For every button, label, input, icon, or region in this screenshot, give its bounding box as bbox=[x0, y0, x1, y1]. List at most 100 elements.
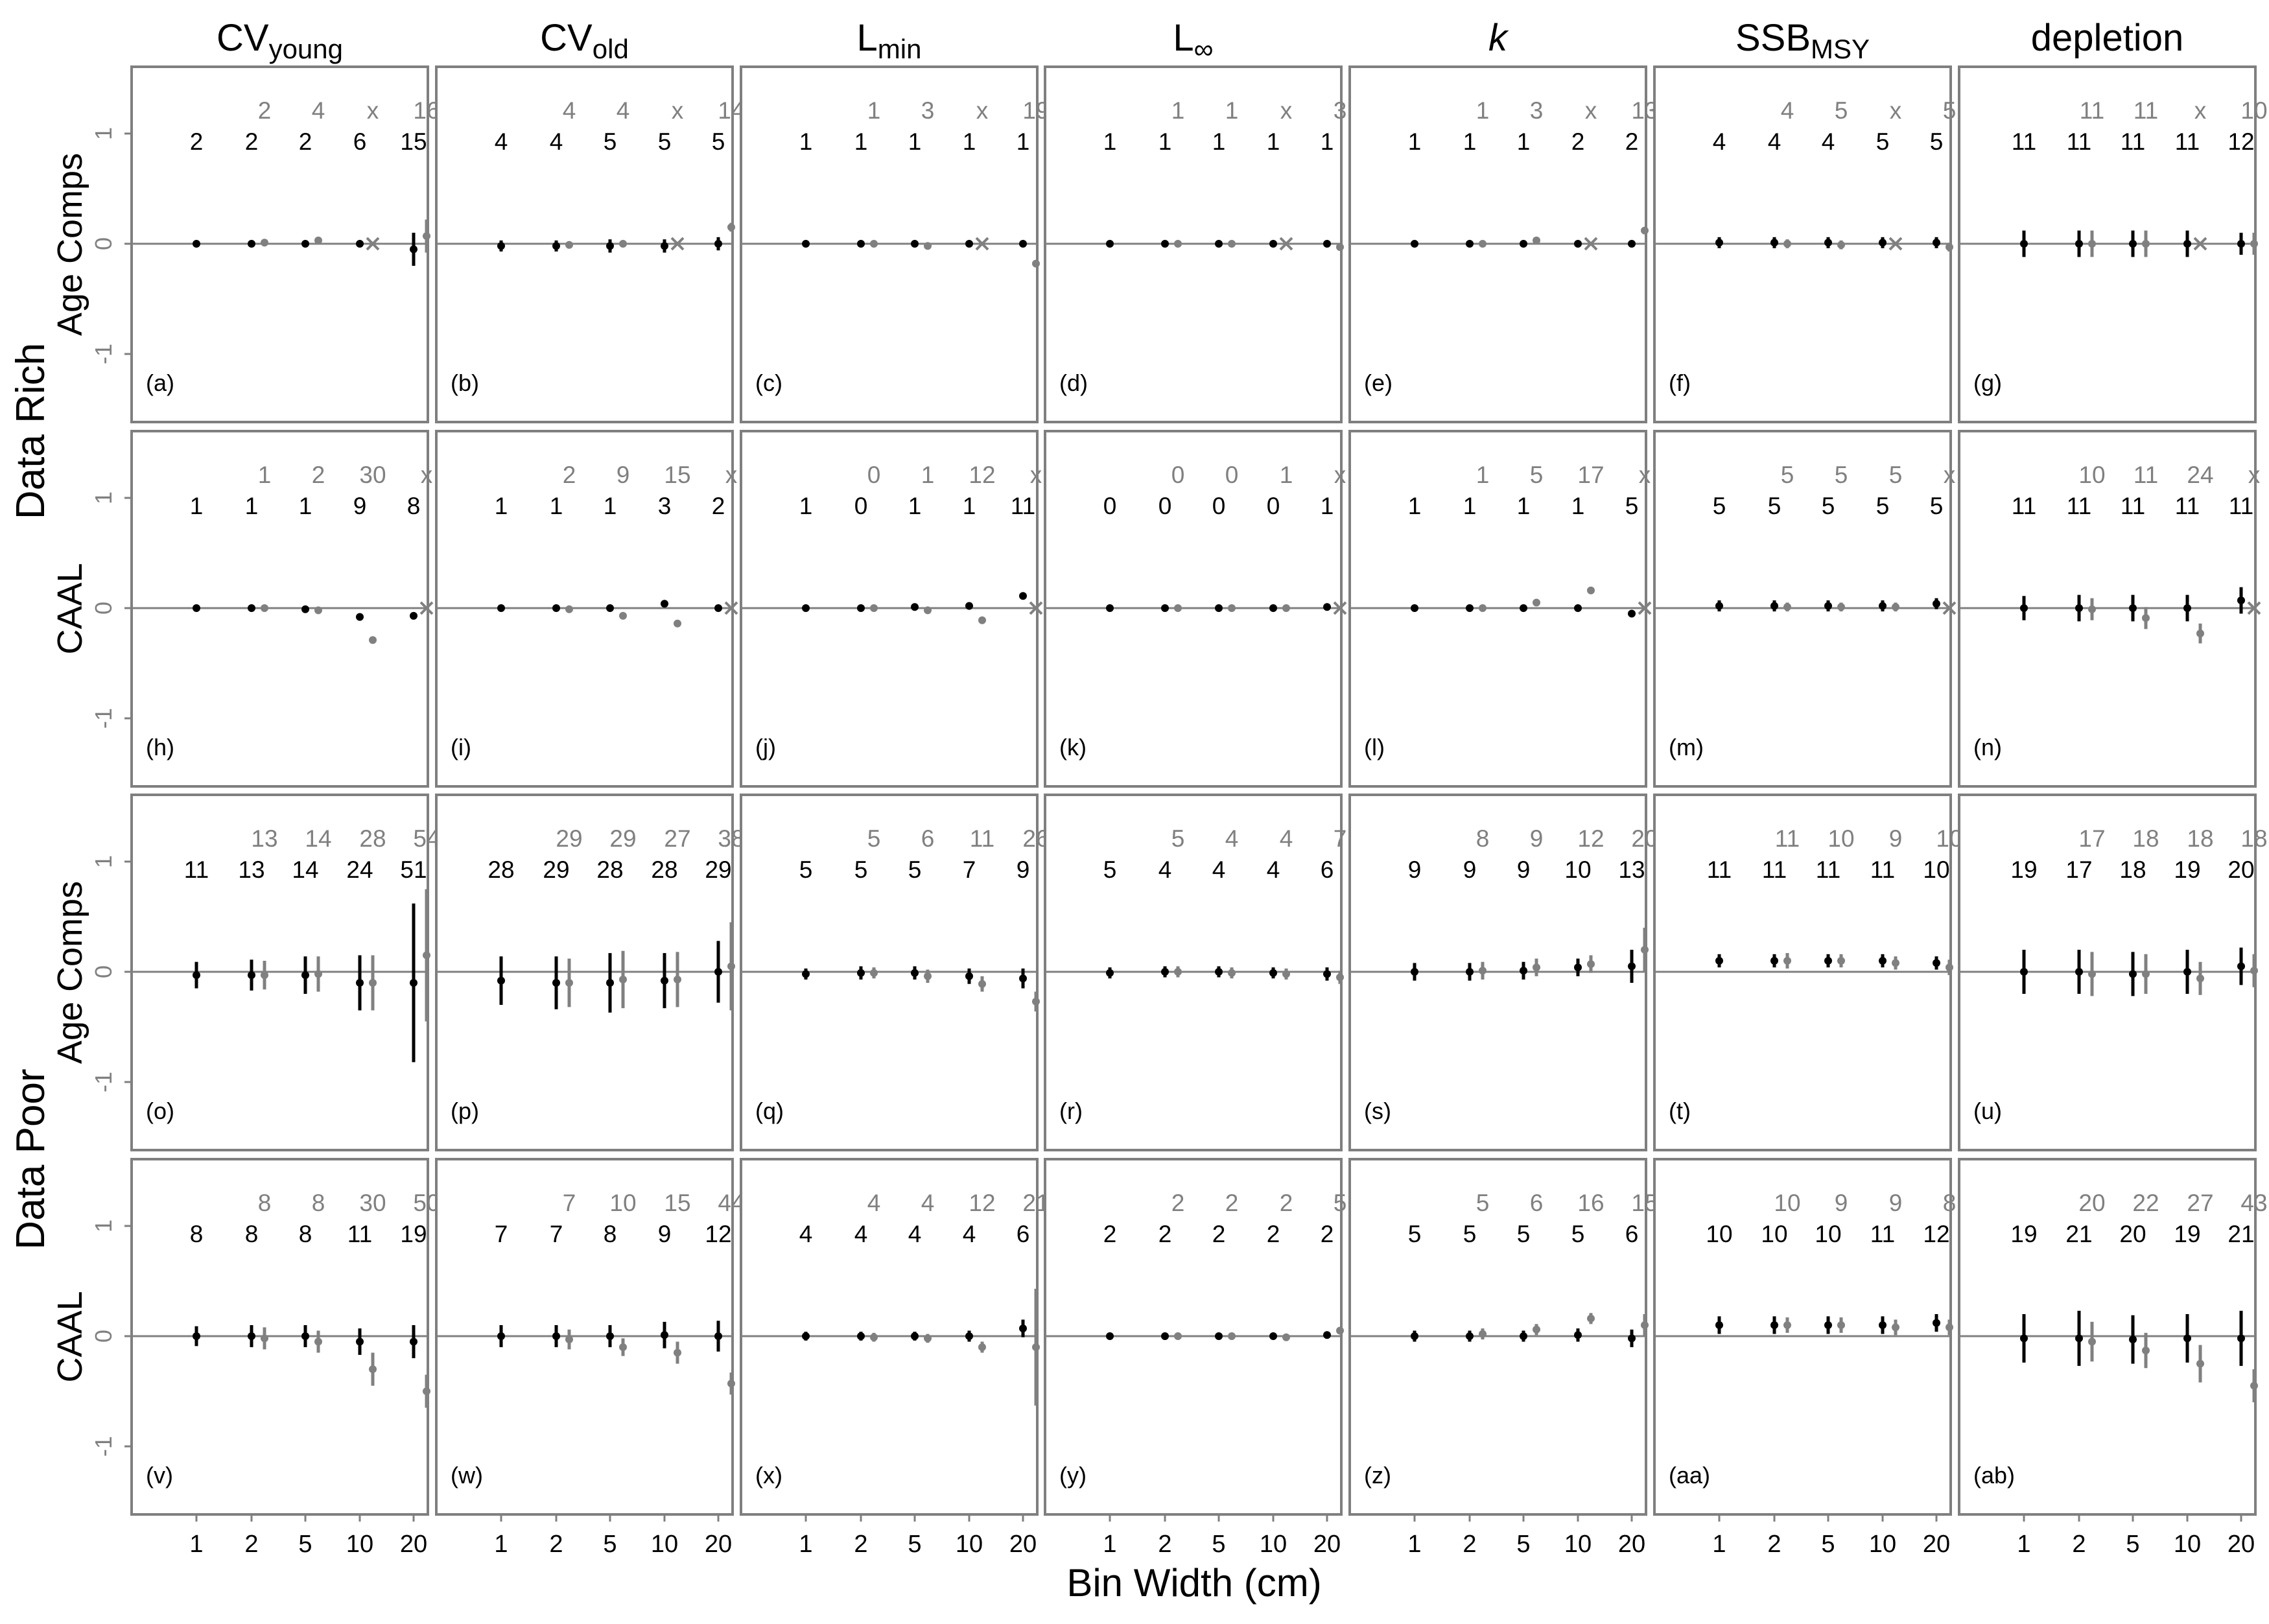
count-label-black: 5 bbox=[1713, 493, 1726, 519]
count-label-gray: 3 bbox=[1334, 97, 1347, 124]
point-black bbox=[661, 600, 668, 608]
count-label-gray: x bbox=[421, 462, 433, 488]
x-tick-label: 20 bbox=[1313, 1531, 1341, 1558]
x-tick-label: 5 bbox=[2126, 1531, 2139, 1558]
x-tick-label: 2 bbox=[854, 1531, 867, 1558]
count-label-black: 1 bbox=[495, 493, 508, 519]
count-label-black: 21 bbox=[2228, 1221, 2254, 1247]
point-gray bbox=[1641, 1321, 1649, 1329]
x-tick-label: 5 bbox=[1821, 1531, 1835, 1558]
y-tick-label: 1 bbox=[90, 491, 117, 504]
panel-label: (a) bbox=[146, 370, 174, 396]
count-label-gray: 4 bbox=[1280, 825, 1293, 852]
count-label-gray: 6 bbox=[1530, 1190, 1544, 1216]
count-label-black: 1 bbox=[190, 493, 204, 519]
count-label-black: 19 bbox=[2010, 856, 2037, 883]
point-gray bbox=[1587, 960, 1595, 969]
point-gray bbox=[1946, 963, 1953, 972]
x-tick-label: 1 bbox=[1407, 1531, 1421, 1558]
count-label-black: 1 bbox=[1158, 128, 1172, 155]
cross-mark bbox=[1333, 601, 1347, 615]
count-label-gray: 29 bbox=[609, 825, 636, 852]
point-gray bbox=[261, 604, 268, 612]
count-label-black: 1 bbox=[799, 128, 813, 155]
column-header: k bbox=[1488, 17, 1509, 59]
count-label-black: 10 bbox=[1564, 856, 1591, 883]
point-black bbox=[1411, 240, 1418, 248]
count-label-gray: 9 bbox=[617, 462, 630, 488]
panel-label: (g) bbox=[1973, 370, 2002, 396]
count-label-gray: 0 bbox=[1225, 462, 1239, 488]
point-gray bbox=[1533, 963, 1540, 972]
y-tick-label: -1 bbox=[90, 1072, 117, 1092]
y-tick-label: 0 bbox=[90, 237, 117, 250]
point-black bbox=[1770, 1321, 1778, 1329]
point-black bbox=[1411, 968, 1418, 976]
count-label-black: 14 bbox=[292, 856, 318, 883]
count-label-black: 4 bbox=[495, 128, 508, 155]
count-label-black: 10 bbox=[1761, 1221, 1787, 1247]
point-gray bbox=[727, 223, 735, 231]
point-black bbox=[2183, 240, 2191, 248]
point-black bbox=[1106, 1332, 1114, 1340]
count-label-gray: 12 bbox=[969, 462, 995, 488]
count-label-black: 7 bbox=[550, 1221, 563, 1247]
point-gray bbox=[1479, 240, 1487, 248]
count-label-black: 1 bbox=[963, 128, 976, 155]
point-black bbox=[2020, 1334, 2028, 1343]
point-black bbox=[1269, 604, 1277, 612]
point-black bbox=[1770, 239, 1778, 247]
group-label: Data Poor bbox=[8, 1068, 53, 1249]
point-black bbox=[1215, 968, 1223, 976]
point-black bbox=[911, 240, 919, 248]
point-gray bbox=[1479, 1330, 1487, 1338]
x-tick-label: 20 bbox=[2228, 1531, 2255, 1558]
point-black bbox=[2129, 240, 2137, 248]
count-label-gray: x bbox=[976, 97, 989, 124]
point-black bbox=[802, 604, 810, 612]
y-tick-label: 1 bbox=[90, 1219, 117, 1232]
count-label-black: 1 bbox=[854, 128, 868, 155]
point-black bbox=[1574, 604, 1582, 612]
panel-label: (f) bbox=[1669, 370, 1691, 396]
count-label-gray: 17 bbox=[1577, 462, 1604, 488]
point-gray bbox=[1032, 1343, 1040, 1351]
count-label-black: 19 bbox=[2010, 1221, 2037, 1247]
cross-mark bbox=[1279, 237, 1293, 251]
cross-mark bbox=[670, 237, 685, 251]
count-label-black: 11 bbox=[2121, 493, 2145, 519]
count-label-black: 5 bbox=[1517, 1221, 1531, 1247]
count-label-gray: 18 bbox=[2240, 825, 2267, 852]
count-label-black: 2 bbox=[712, 493, 725, 519]
panel-label: (e) bbox=[1364, 370, 1393, 396]
point-gray bbox=[1946, 1323, 1953, 1332]
count-label-black: 5 bbox=[604, 128, 617, 155]
count-label-gray: x bbox=[725, 462, 738, 488]
count-label-black: 12 bbox=[705, 1221, 731, 1247]
point-gray bbox=[2196, 630, 2204, 638]
count-label-gray: 5 bbox=[1530, 462, 1544, 488]
count-label-gray: x bbox=[2248, 462, 2261, 488]
point-black bbox=[1933, 959, 1940, 967]
count-label-black: 1 bbox=[1463, 493, 1477, 519]
count-label-gray: 5 bbox=[1943, 97, 1957, 124]
point-gray bbox=[1783, 1321, 1791, 1329]
point-gray bbox=[1336, 1326, 1344, 1335]
count-label-black: 8 bbox=[245, 1221, 259, 1247]
point-gray bbox=[423, 951, 430, 959]
count-label-gray: 3 bbox=[921, 97, 935, 124]
count-label-black: 20 bbox=[2119, 1221, 2146, 1247]
point-gray bbox=[1892, 1323, 1899, 1332]
count-label-gray: x bbox=[1334, 462, 1346, 488]
point-black bbox=[2129, 604, 2137, 612]
x-tick-label: 2 bbox=[1463, 1531, 1476, 1558]
column-header-sub: ∞ bbox=[1194, 34, 1214, 64]
point-gray bbox=[727, 962, 735, 971]
count-label-black: 9 bbox=[1408, 856, 1422, 883]
count-label-black: 4 bbox=[908, 1221, 922, 1247]
point-black bbox=[714, 240, 722, 248]
panel-label: (n) bbox=[1973, 734, 2002, 760]
point-gray bbox=[870, 604, 878, 612]
count-label-gray: 8 bbox=[312, 1190, 325, 1216]
point-gray bbox=[674, 1348, 681, 1357]
